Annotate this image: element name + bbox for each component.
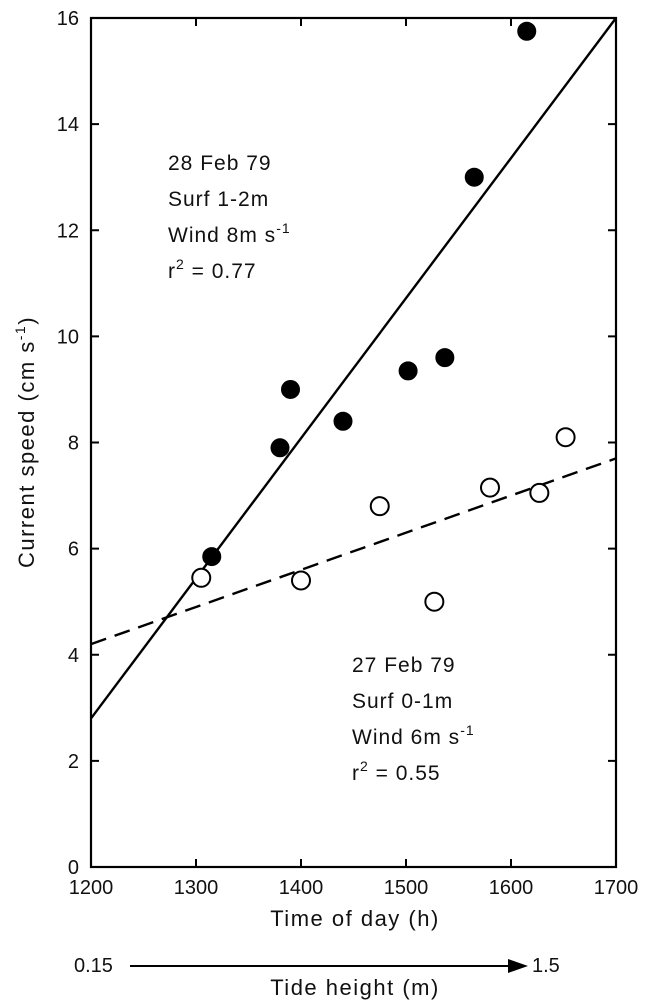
open-data-point	[529, 482, 550, 503]
annotation-line: Surf 1-2m	[168, 188, 269, 211]
y-axis-title-close: )	[14, 316, 39, 325]
y-tick-label: 14	[57, 114, 79, 136]
regression-line-dashed	[90, 457, 617, 646]
x-axis-title: Time of day (h)	[270, 906, 440, 931]
data-points	[191, 21, 576, 612]
filled-data-point	[435, 348, 455, 368]
tide-start-value: 0.15	[74, 955, 113, 977]
annotation-text: Surf 0-1m	[352, 690, 453, 713]
annotation-line: Wind 6m s-1	[352, 722, 475, 749]
y-axis-title-text: Current speed (cm s	[14, 340, 39, 568]
annotation-line: Surf 0-1m	[352, 690, 453, 713]
tide-axis-title: Tide height (m)	[270, 975, 440, 1000]
tide-end-value: 1.5	[532, 955, 560, 977]
annotation-sup: -1	[460, 722, 474, 738]
y-tick-label: 6	[68, 539, 79, 561]
annotation-text: Surf 1-2m	[168, 188, 269, 211]
open-data-point	[369, 496, 390, 517]
annotation-text: Wind 8m s	[168, 224, 276, 247]
annotation-line: r2 = 0.55	[352, 758, 441, 785]
annotation-tail: = 0.77	[185, 260, 257, 283]
filled-data-point	[270, 438, 290, 458]
y-tick-label: 8	[68, 433, 79, 455]
regression-lines	[90, 17, 617, 720]
annotation-line: 28 Feb 79	[168, 152, 272, 175]
y-tick-label: 10	[57, 326, 79, 348]
open-data-point	[555, 427, 576, 448]
x-tick-label: 1400	[279, 877, 324, 899]
filled-data-point	[281, 379, 300, 399]
x-axis: 1200 1300 1400 1500 1600 1700	[69, 18, 639, 899]
filled-data-point	[398, 361, 418, 381]
open-data-point	[191, 567, 212, 588]
y-axis-title-sup: -1	[12, 325, 28, 340]
annotation-tail: = 0.55	[369, 762, 441, 785]
y-tick-label: 12	[57, 220, 79, 242]
annotation-text: r	[168, 260, 176, 283]
annotation-sup: -1	[276, 220, 290, 236]
annotation-line: Wind 8m s-1	[168, 220, 291, 247]
x-tick-label: 1300	[174, 877, 219, 899]
filled-data-point	[517, 21, 537, 41]
filled-data-point	[464, 167, 484, 187]
open-data-point	[424, 591, 445, 612]
y-axis: 0 2 4 6 8 10 12 14 16	[57, 8, 616, 879]
open-data-point	[291, 570, 311, 591]
annotation-sup: 2	[176, 256, 185, 272]
regression-line-solid	[90, 17, 617, 720]
x-tick-label: 1500	[384, 877, 429, 899]
filled-data-point	[202, 547, 222, 567]
y-axis-title: Current speed (cm s-1)	[12, 316, 39, 568]
annotation-line: 27 Feb 79	[352, 654, 456, 677]
tide-arrow-head	[508, 959, 528, 973]
annotation-text: Wind 6m s	[352, 726, 460, 749]
annotation-text: r	[352, 762, 360, 785]
open-data-point	[480, 477, 500, 498]
y-tick-label: 4	[68, 645, 79, 667]
x-tick-label: 1700	[594, 877, 639, 899]
y-tick-label: 0	[68, 857, 79, 879]
annotation-text: 27 Feb 79	[352, 654, 456, 677]
annotation-sup: 2	[360, 758, 369, 774]
y-tick-label: 2	[68, 751, 79, 773]
annotation-text: 28 Feb 79	[168, 152, 272, 175]
x-tick-label: 1200	[69, 877, 114, 899]
filled-data-point	[333, 411, 353, 431]
y-tick-label: 16	[57, 8, 79, 30]
annotation-line: r2 = 0.77	[168, 256, 257, 283]
x-tick-label: 1600	[489, 877, 534, 899]
